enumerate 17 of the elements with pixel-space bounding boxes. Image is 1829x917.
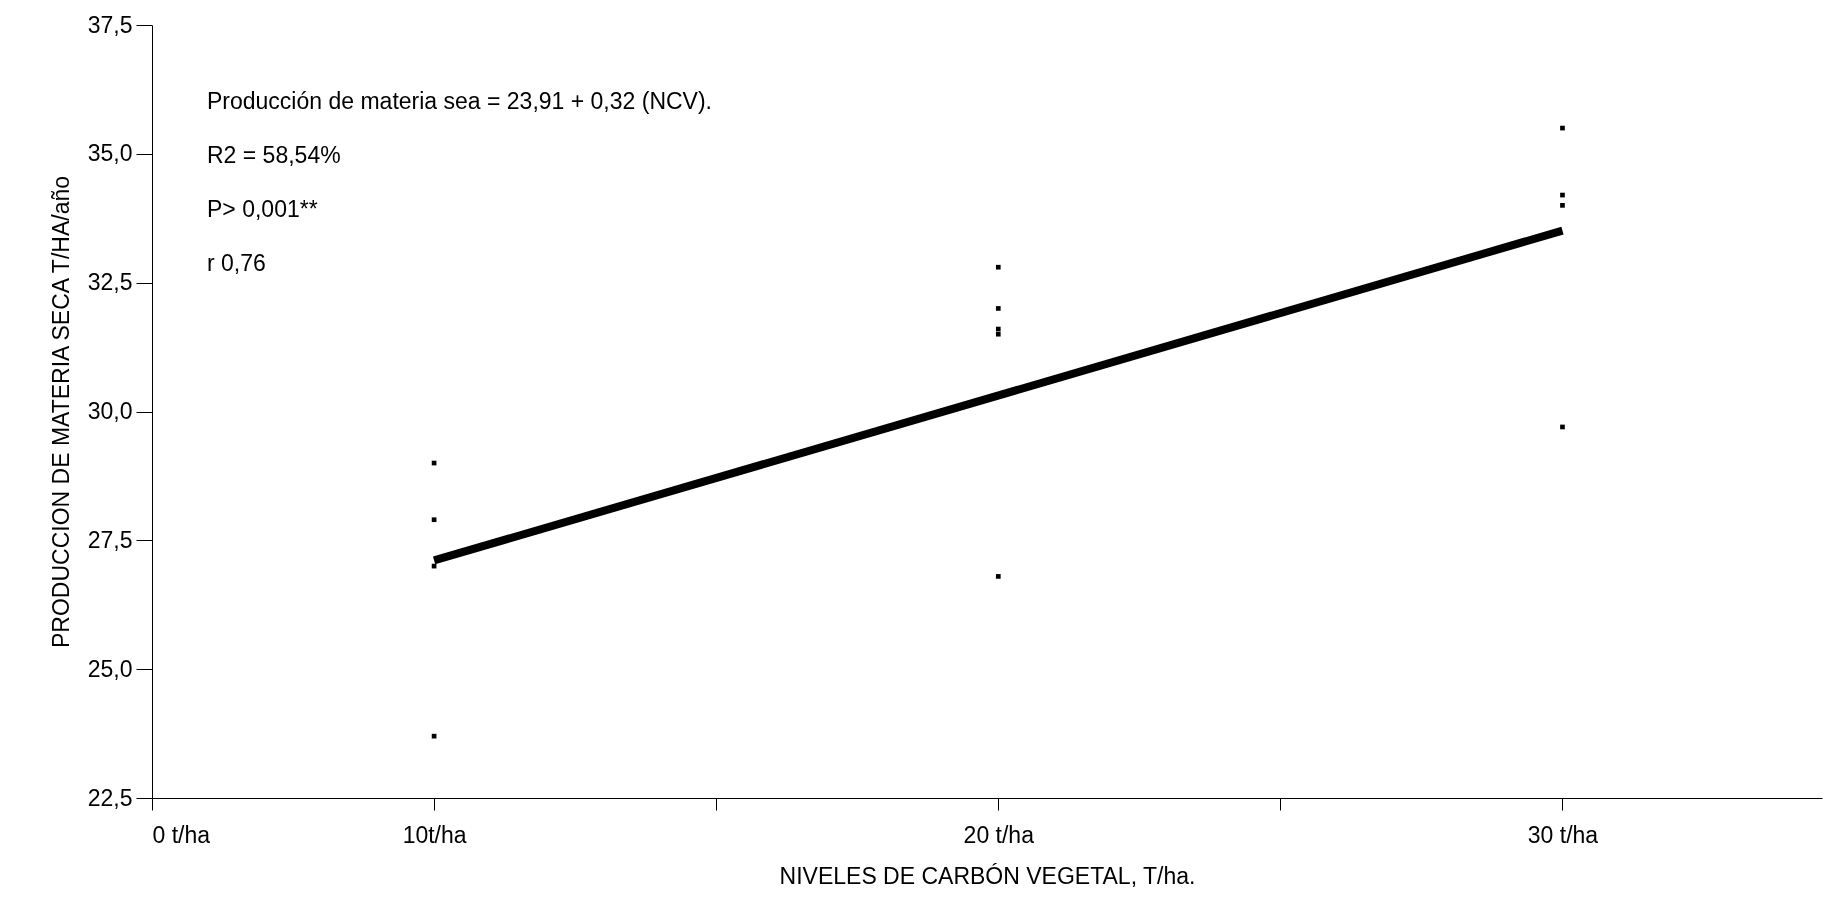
y-tick-label: 37,5 (87, 11, 133, 38)
y-tick-label: 32,5 (87, 269, 133, 296)
x-tick-label: 0 t/ha (152, 821, 211, 848)
annotation: Producción de materia sea = 23,91 + 0,32 (NCV). (207, 88, 713, 114)
y-tick-label: 35,0 (87, 140, 133, 167)
y-tick-label: 27,5 (87, 526, 133, 553)
annotation: R2 = 58,54% (207, 142, 341, 168)
annotation: P> 0,001** (207, 196, 318, 222)
y-tick-label: 22,5 (87, 784, 133, 811)
y-axis-title: PRODUCCION DE MATERIA SECA T/HA/año (47, 175, 74, 649)
x-tick-label: 20 t/ha (963, 821, 1035, 848)
x-tick-label: 30 t/ha (1527, 821, 1599, 848)
x-axis-title: NIVELES DE CARBÓN VEGETAL, T/ha. (779, 862, 1196, 889)
x-tick-label: 10t/ha (402, 821, 467, 848)
y-tick-label: 25,0 (87, 655, 133, 682)
annotation: r 0,76 (207, 250, 266, 276)
y-tick-label: 30,0 (87, 398, 133, 424)
